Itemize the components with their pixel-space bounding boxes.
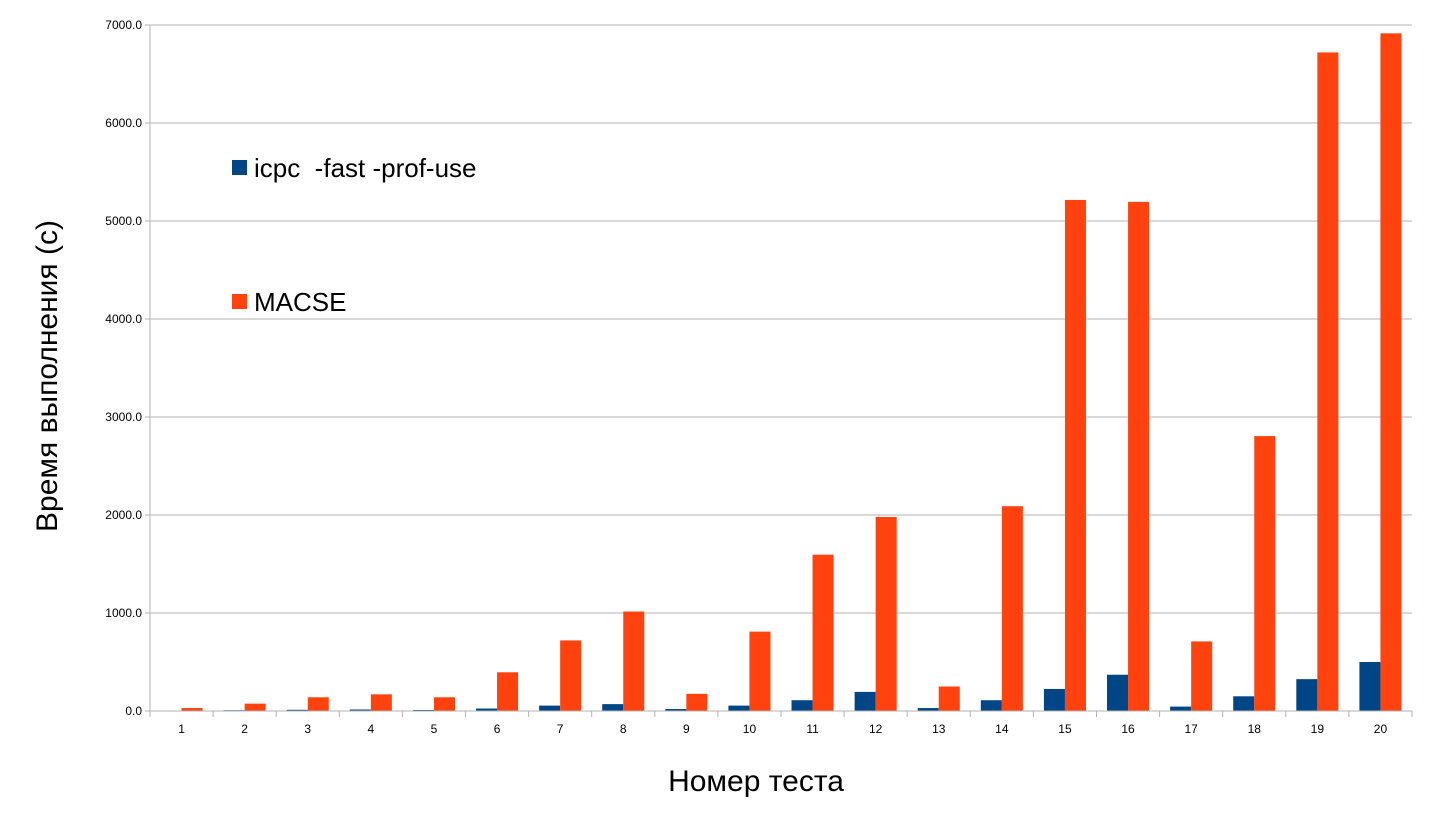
y-tick-label: 1000.0 — [105, 606, 142, 620]
x-tick-label: 12 — [869, 722, 883, 736]
legend-label-icpc: icpc -fast -prof-use — [254, 153, 477, 183]
bar-macse-13 — [938, 686, 960, 711]
bar-macse-4 — [370, 694, 392, 711]
bar-icpc-9 — [665, 709, 687, 711]
bar-icpc-19 — [1296, 679, 1318, 711]
bar-macse-8 — [623, 611, 645, 711]
x-tick-label: 18 — [1248, 722, 1262, 736]
x-tick-label: 3 — [304, 722, 311, 736]
bar-macse-2 — [244, 703, 266, 711]
x-tick-label: 14 — [995, 722, 1009, 736]
x-axis-title: Номер теста — [668, 765, 844, 798]
x-tick-label: 11 — [806, 722, 819, 736]
y-tick-label: 7000.0 — [105, 18, 142, 32]
bar-macse-20 — [1380, 33, 1402, 711]
bar-macse-1 — [181, 708, 203, 711]
x-tick-label: 4 — [368, 722, 375, 736]
bar-icpc-17 — [1170, 706, 1192, 711]
bar-macse-3 — [307, 697, 329, 711]
bar-icpc-18 — [1233, 696, 1255, 711]
legend: icpc -fast -prof-use MACSE — [232, 153, 477, 317]
bar-macse-17 — [1191, 641, 1213, 711]
x-tick-label: 5 — [431, 722, 438, 736]
bar-icpc-12 — [854, 691, 876, 711]
bar-macse-18 — [1254, 436, 1276, 711]
x-tick-label: 20 — [1374, 722, 1388, 736]
x-tick-label: 10 — [743, 722, 757, 736]
bar-macse-15 — [1064, 199, 1086, 711]
legend-label-macse: MACSE — [254, 287, 346, 317]
bar-macse-10 — [749, 631, 771, 711]
x-tick-label: 15 — [1058, 722, 1072, 736]
bar-icpc-15 — [1043, 688, 1065, 711]
bar-icpc-8 — [602, 704, 624, 711]
y-tick-label: 3000.0 — [105, 410, 142, 424]
x-tick-label: 1 — [178, 722, 185, 736]
x-tick-label: 13 — [932, 722, 946, 736]
y-tick-label: 6000.0 — [105, 116, 142, 130]
x-tick-label: 9 — [683, 722, 690, 736]
bar-macse-14 — [1001, 506, 1023, 711]
bar-macse-7 — [560, 640, 582, 711]
bar-icpc-20 — [1359, 662, 1381, 711]
bar-icpc-14 — [980, 700, 1002, 711]
bar-macse-5 — [433, 697, 455, 711]
y-tick-label: 4000.0 — [105, 312, 142, 326]
bar-icpc-4 — [349, 709, 371, 711]
x-tick-label: 7 — [557, 722, 564, 736]
y-tick-label: 5000.0 — [105, 214, 142, 228]
bar-icpc-16 — [1107, 674, 1129, 711]
bar-icpc-10 — [728, 705, 750, 711]
bar-macse-19 — [1317, 52, 1339, 711]
y-axis-title: Время выполнения (с) — [31, 220, 64, 532]
axes — [145, 24, 1413, 717]
bar-icpc-11 — [791, 700, 813, 711]
x-tick-label: 2 — [241, 722, 248, 736]
bar-icpc-3 — [286, 709, 308, 711]
tick-labels: 0.0 1000.0 2000.0 3000.0 4000.0 5000.0 6000.0 7… — [105, 18, 1387, 736]
bar-icpc-7 — [539, 705, 561, 711]
bar-macse-9 — [686, 693, 708, 711]
x-tick-label: 16 — [1121, 722, 1135, 736]
x-tick-label: 19 — [1311, 722, 1325, 736]
bar-macse-16 — [1128, 201, 1150, 711]
x-tick-label: 6 — [494, 722, 501, 736]
bars — [160, 33, 1402, 711]
bar-icpc-6 — [476, 708, 498, 711]
bar-macse-6 — [497, 672, 519, 711]
y-tick-label: 2000.0 — [105, 508, 142, 522]
x-tick-label: 8 — [620, 722, 627, 736]
y-tick-label: 0.0 — [125, 704, 142, 718]
bar-macse-12 — [875, 516, 897, 711]
bar-icpc-13 — [917, 708, 939, 711]
bar-macse-11 — [812, 554, 834, 711]
x-tick-label: 17 — [1184, 722, 1198, 736]
gridlines — [150, 24, 1412, 614]
legend-swatch-icpc — [232, 160, 247, 175]
legend-swatch-macse — [232, 294, 247, 309]
